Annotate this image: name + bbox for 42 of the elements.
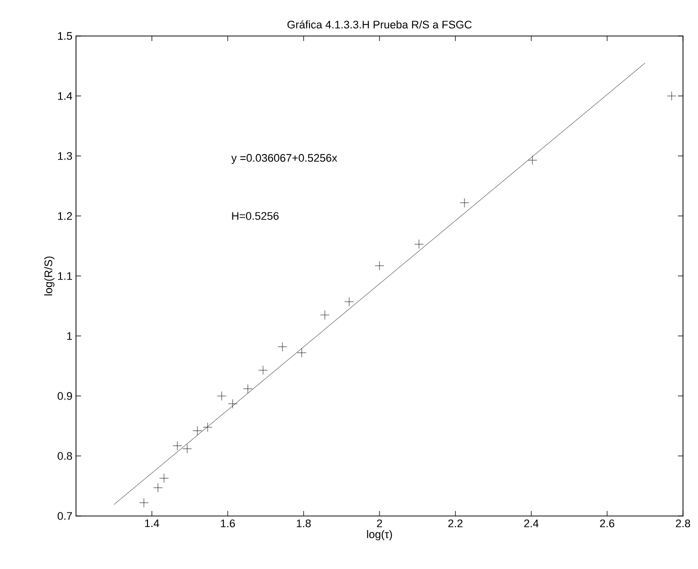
point [192,426,202,436]
point [228,399,238,408]
y-tick-label: 1.2 [58,212,72,220]
point [344,297,354,306]
x-tick-label: 2.8 [676,520,690,528]
x-tick-label: 1.4 [145,520,160,528]
point [666,91,676,101]
point [182,444,192,454]
point [258,366,268,375]
y-tick-label: 0.8 [58,452,72,460]
x-tick-label: 2.4 [524,520,539,528]
y-tick-label: 0.7 [58,512,72,520]
x-tick-label: 1.8 [296,520,311,528]
point [159,474,169,483]
point [278,342,288,352]
point [320,310,330,320]
point [374,261,384,270]
annotation: H=0.5256 [232,212,279,220]
chart-title: Gráfica 4.1.3.3.H Prueba R/S a FSGC [287,20,472,28]
point [297,348,306,358]
point [243,384,253,394]
y-tick-label: 1.3 [58,152,72,160]
point [153,483,163,492]
y-tick-label: 1 [67,332,72,340]
point [528,156,538,165]
y-tick-label: 0.9 [58,392,72,400]
point [139,498,149,508]
x-tick-label: 2.2 [448,520,462,528]
y-tick-label: 1.5 [58,32,72,40]
y-tick-label: 1.1 [58,272,72,280]
point [414,240,424,249]
x-tick-label: 2.6 [600,520,614,528]
point [217,391,226,401]
x-axis-title: log(τ) [367,530,392,540]
x-tick-label: 2 [377,520,382,528]
point [202,422,212,432]
y-axis-title: log(R/S) [44,256,54,296]
point [460,198,470,208]
annotation: y =0.036067+0.5256x [231,154,338,164]
y-tick-label: 1.4 [58,92,72,100]
point [172,441,182,450]
x-tick-label: 1.6 [220,520,235,528]
